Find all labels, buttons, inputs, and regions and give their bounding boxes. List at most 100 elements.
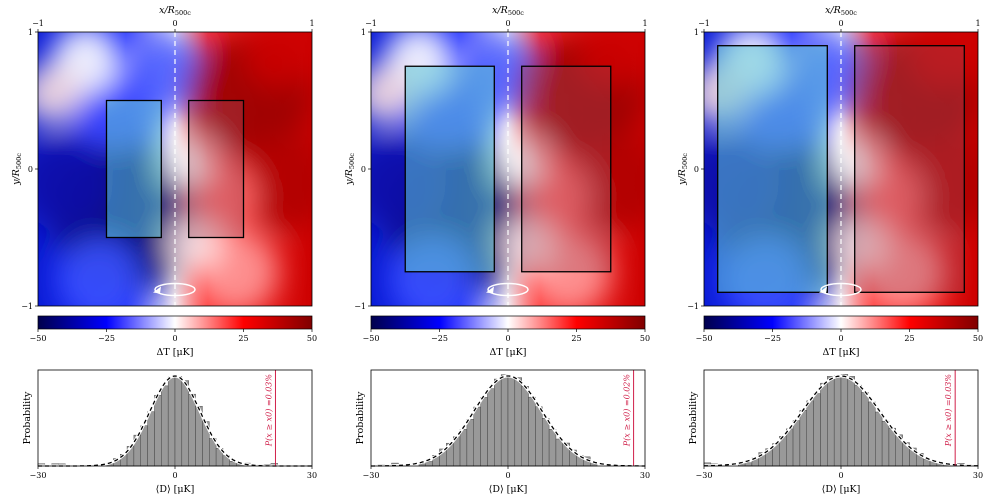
aperture-positive (521, 65, 612, 273)
histogram-bar (854, 384, 862, 467)
histogram-bar (500, 374, 509, 467)
rotation-arrow-icon (153, 286, 161, 294)
rotation-arrow-icon (486, 286, 494, 294)
rotation-marker (487, 282, 529, 297)
map-blob-12 (168, 216, 223, 272)
histogram-bar (425, 461, 433, 467)
x-axis-label: x/R500c (159, 5, 191, 17)
x-axis-label: ⟨D⟩ [μK] (822, 484, 861, 495)
y-tick-label: −1 (687, 302, 699, 311)
y-axis-label: y/R500c (11, 153, 23, 186)
histogram-panel-right: P(x ≥ x0) =0.03% −30 0 30 ⟨D⟩ [μK] Probabilit… (688, 369, 983, 495)
y-tick-label: 1 (694, 28, 699, 37)
x-tick-label: −30 (363, 471, 380, 480)
histogram-bar (466, 419, 474, 467)
histogram-bar (840, 374, 849, 467)
colorbar-tick-label: 0 (172, 334, 177, 343)
top-tick-label: −1 (365, 19, 377, 28)
histogram-bar (514, 377, 522, 467)
x-tick-label: 30 (307, 471, 317, 480)
colorbar-tick-label: 25 (238, 334, 248, 343)
y-tick-label: −1 (21, 302, 33, 311)
histogram-bar (154, 394, 162, 467)
histogram-panel-left: P(x ≥ x0) =0.03% −30 0 30 ⟨D⟩ [μK] Probabilit… (22, 369, 317, 495)
colorbar-tick-label: −50 (363, 334, 380, 343)
x-tick-label: 30 (640, 471, 650, 480)
rotation-marker (820, 282, 862, 297)
histogram-bar (542, 418, 550, 467)
map-blob-13 (576, 32, 645, 87)
histogram-bar (786, 428, 794, 467)
colorbar-label: ΔT [μK] (490, 347, 527, 358)
y-axis-label: Probability (688, 391, 699, 444)
p-value-annotation: P(x ≥ x0) =0.03% (944, 374, 953, 448)
x-tick-label: 0 (505, 471, 510, 480)
top-tick-label: 1 (309, 19, 314, 28)
colorbar (703, 315, 979, 330)
aperture-negative (105, 99, 162, 239)
rotation-marker (154, 282, 196, 297)
histogram-bar (147, 411, 155, 467)
histogram-bar (535, 406, 543, 467)
histogram-bar (820, 382, 828, 467)
map-blob-3 (129, 34, 207, 112)
temperature-map (38, 32, 312, 306)
histogram-bar (473, 406, 481, 467)
map-blob-1 (38, 134, 114, 231)
x-tick-label: 30 (973, 471, 983, 480)
histogram-bar (487, 388, 495, 467)
top-tick-label: 0 (172, 19, 177, 28)
histogram-bar (174, 376, 183, 467)
y-axis-label: y/R500c (677, 153, 689, 186)
map-blob-5 (38, 63, 82, 124)
histogram-bar (480, 397, 488, 467)
y-tick-label: 1 (361, 28, 366, 37)
histogram-bar (847, 376, 855, 467)
colorbar-tick-label: 0 (505, 334, 510, 343)
colorbar (37, 315, 313, 330)
x-axis-label: ⟨D⟩ [μK] (156, 484, 195, 495)
top-tick-label: 1 (642, 19, 647, 28)
map-blob-12 (501, 216, 556, 272)
colorbar (370, 315, 646, 330)
colorbar-tick-label: −25 (98, 334, 115, 343)
histogram-bar (806, 400, 814, 467)
histogram-bar (799, 410, 807, 467)
x-tick-label: 0 (838, 471, 843, 480)
histogram-bar (548, 429, 557, 467)
top-tick-label: 0 (505, 19, 510, 28)
y-tick-label: −1 (354, 302, 366, 311)
colorbar-tick-label: −50 (30, 334, 47, 343)
colorbar-tick-label: −25 (764, 334, 781, 343)
histogram-bar (875, 411, 883, 467)
map-blob-6 (58, 237, 141, 306)
aperture-positive (854, 45, 965, 293)
colorbar-tick-label: 25 (571, 334, 581, 343)
top-tick-label: 1 (975, 19, 980, 28)
histogram-bar (881, 420, 890, 467)
x-axis-label: x/R500c (825, 5, 857, 17)
p-value-annotation: P(x ≥ x0) =0.03% (264, 374, 273, 448)
heatmap-panel-middle: −1 0 1 x/R500c 1 0 −1 y/R500c −50 −25 0 25 50 ΔT [μK] (344, 5, 650, 358)
map-blob-13 (243, 32, 312, 87)
colorbar-label: ΔT [μK] (157, 347, 194, 358)
histogram-panel-middle: P(x ≥ x0) =0.02% −30 0 30 ⟨D⟩ [μK] Probabilit… (355, 369, 650, 495)
heatmap-panel-right: −1 0 1 x/R500c 1 0 −1 y/R500c −50 −25 0 25 50 ΔT [μK] (677, 5, 983, 358)
map-structure (38, 32, 312, 306)
histogram-bar (528, 396, 536, 467)
top-tick-label: −1 (32, 19, 44, 28)
x-axis-label: x/R500c (492, 5, 524, 17)
colorbar-tick-label: −25 (431, 334, 448, 343)
histogram-bar (861, 392, 869, 467)
colorbar-tick-label: 50 (973, 334, 983, 343)
histogram-bar (813, 393, 821, 467)
p-value-annotation: P(x ≥ x0) =0.02% (623, 374, 632, 448)
histogram-bar (827, 376, 835, 467)
top-tick-label: −1 (698, 19, 710, 28)
gaussian-fit-halo (704, 374, 978, 468)
gaussian-fit-line (371, 375, 645, 467)
map-blob-5 (371, 63, 415, 124)
rotation-arrow-icon (819, 286, 827, 294)
heatmap-panel-left: −1 0 1 x/R500c 1 0 −1 y/R500c −50 −25 0 25 50 ΔT [μK] (11, 5, 317, 358)
